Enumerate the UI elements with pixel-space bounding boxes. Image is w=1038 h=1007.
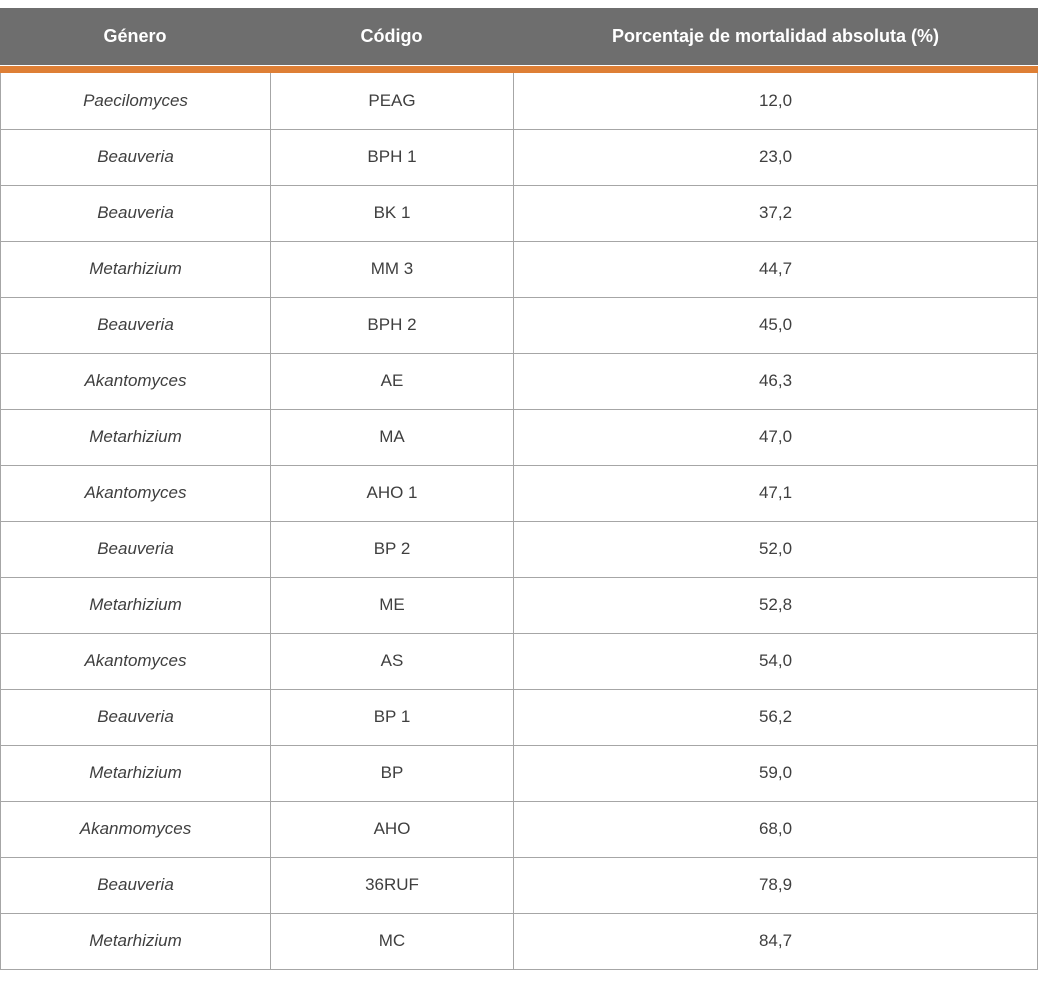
cell-porcentaje: 56,2 <box>513 688 1038 746</box>
cell-genero: Beauveria <box>0 128 271 186</box>
cell-porcentaje: 78,9 <box>513 856 1038 914</box>
header-codigo: Código <box>360 26 423 46</box>
cell-codigo: MA <box>270 408 514 466</box>
cell-codigo: BK 1 <box>270 184 514 242</box>
cell-genero: Beauveria <box>0 520 271 578</box>
cell-codigo: MM 3 <box>270 240 514 298</box>
table-row: Beauveria BK 1 37,2 <box>0 184 1038 242</box>
cell-codigo: BPH 1 <box>270 128 514 186</box>
cell-genero: Akantomyces <box>0 352 271 410</box>
cell-genero: Beauveria <box>0 688 271 746</box>
cell-porcentaje: 23,0 <box>513 128 1038 186</box>
header-genero: Género <box>103 26 167 46</box>
cell-codigo: BP 2 <box>270 520 514 578</box>
cell-porcentaje: 54,0 <box>513 632 1038 690</box>
table-row: Metarhizium MA 47,0 <box>0 408 1038 466</box>
table-row: Akantomyces AHO 1 47,1 <box>0 464 1038 522</box>
table-row: Metarhizium BP 59,0 <box>0 744 1038 802</box>
cell-codigo: BP <box>270 744 514 802</box>
table-row: Beauveria BP 2 52,0 <box>0 520 1038 578</box>
table-row: Akantomyces AE 46,3 <box>0 352 1038 410</box>
mortality-table: Género Código Porcentaje de mortalidad a… <box>0 8 1038 970</box>
header-porcentaje: Porcentaje de mortalidad absoluta (%) <box>611 26 940 46</box>
cell-codigo: AHO <box>270 800 514 858</box>
cell-porcentaje: 47,0 <box>513 408 1038 466</box>
cell-codigo: ME <box>270 576 514 634</box>
table-header-row: Género Código Porcentaje de mortalidad a… <box>0 8 1038 65</box>
cell-genero: Metarhizium <box>0 408 271 466</box>
cell-genero: Metarhizium <box>0 576 271 634</box>
table-row: Beauveria 36RUF 78,9 <box>0 856 1038 914</box>
cell-codigo: AS <box>270 632 514 690</box>
cell-genero: Beauveria <box>0 856 271 914</box>
table-row: Metarhizium ME 52,8 <box>0 576 1038 634</box>
cell-codigo: AE <box>270 352 514 410</box>
cell-porcentaje: 12,0 <box>513 73 1038 130</box>
cell-porcentaje: 52,8 <box>513 576 1038 634</box>
cell-genero: Beauveria <box>0 296 271 354</box>
cell-porcentaje: 46,3 <box>513 352 1038 410</box>
cell-porcentaje: 84,7 <box>513 912 1038 970</box>
table-body: Paecilomyces PEAG 12,0 Beauveria BPH 1 23,0 Be… <box>0 73 1038 970</box>
cell-genero: Akantomyces <box>0 632 271 690</box>
cell-genero: Metarhizium <box>0 912 271 970</box>
cell-genero: Metarhizium <box>0 744 271 802</box>
cell-porcentaje: 47,1 <box>513 464 1038 522</box>
cell-codigo: PEAG <box>270 73 514 130</box>
cell-porcentaje: 68,0 <box>513 800 1038 858</box>
cell-porcentaje: 37,2 <box>513 184 1038 242</box>
table-row: Metarhizium MC 84,7 <box>0 912 1038 970</box>
accent-bar <box>0 66 1038 73</box>
cell-porcentaje: 59,0 <box>513 744 1038 802</box>
cell-codigo: AHO 1 <box>270 464 514 522</box>
table-row: Beauveria BPH 1 23,0 <box>0 128 1038 186</box>
table-row: Akantomyces AS 54,0 <box>0 632 1038 690</box>
cell-codigo: MC <box>270 912 514 970</box>
cell-codigo: BP 1 <box>270 688 514 746</box>
cell-genero: Akanmomyces <box>0 800 271 858</box>
cell-porcentaje: 45,0 <box>513 296 1038 354</box>
cell-genero: Paecilomyces <box>0 73 271 130</box>
cell-genero: Beauveria <box>0 184 271 242</box>
table-row: Akanmomyces AHO 68,0 <box>0 800 1038 858</box>
table-row: Beauveria BPH 2 45,0 <box>0 296 1038 354</box>
table-row: Paecilomyces PEAG 12,0 <box>0 73 1038 130</box>
cell-codigo: 36RUF <box>270 856 514 914</box>
cell-genero: Akantomyces <box>0 464 271 522</box>
cell-porcentaje: 52,0 <box>513 520 1038 578</box>
cell-porcentaje: 44,7 <box>513 240 1038 298</box>
table-row: Beauveria BP 1 56,2 <box>0 688 1038 746</box>
cell-codigo: BPH 2 <box>270 296 514 354</box>
cell-genero: Metarhizium <box>0 240 271 298</box>
table-row: Metarhizium MM 3 44,7 <box>0 240 1038 298</box>
